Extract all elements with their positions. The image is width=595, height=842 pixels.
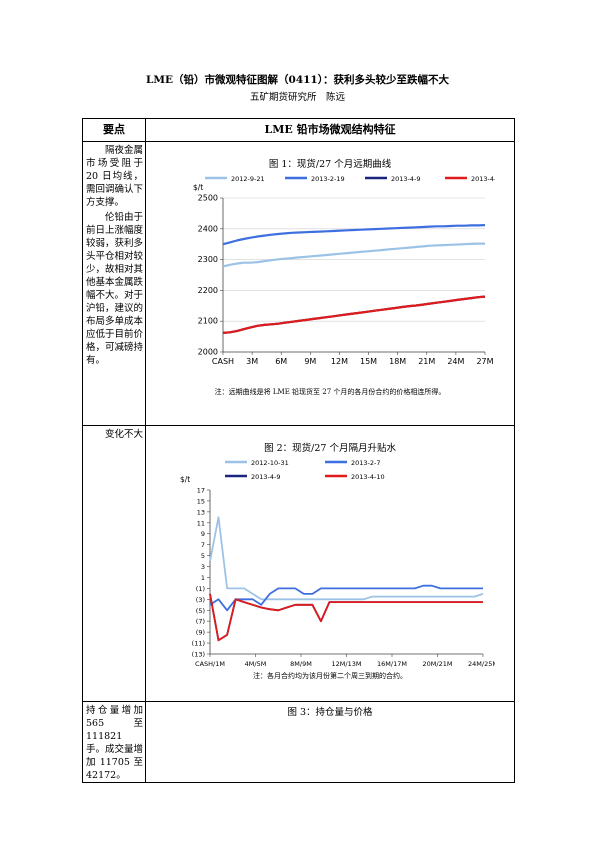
x-tick-label: CASH/1M	[195, 660, 225, 668]
y-tick-label: 3	[201, 563, 205, 571]
legend-label: 2013-4-10	[351, 473, 385, 481]
y-axis-unit: $/t	[180, 475, 190, 484]
x-tick-label: 15M	[360, 357, 377, 366]
spread-chart: 2012-10-31 2013-2-7 2013-4-9 2013-4-10 $/t (1…	[180, 459, 495, 668]
y-tick-label: 5	[201, 552, 205, 560]
legend-label: 2013-4-9	[391, 175, 421, 183]
row1-para-1: 隔夜金属市场受阻于 20 日均线，需回调确认下方支撑。	[86, 145, 144, 208]
series-line	[222, 242, 486, 268]
legend-label: 2013-4-9	[251, 473, 281, 481]
x-tick-label: 3M	[246, 357, 258, 366]
y-tick-label: 2000	[198, 348, 218, 357]
y-tick-label: (5)	[196, 607, 205, 615]
series-line	[222, 224, 486, 246]
x-tick-label: 9M	[304, 357, 316, 366]
legend-label: 2013-2-19	[311, 175, 345, 183]
y-tick-label: 11	[197, 519, 205, 527]
x-tick-label: 12M/13M	[332, 660, 362, 668]
series-line	[209, 593, 484, 642]
y-axis-unit: $/t	[193, 183, 203, 192]
y-tick-label: 15	[197, 497, 205, 505]
y-tick-label: (13)	[192, 651, 205, 659]
x-tick-label: 16M/17M	[377, 660, 407, 668]
legend-label: 2012-10-31	[251, 459, 289, 467]
figure1-title: 图 1：现货/27 个月远期曲线	[268, 159, 392, 170]
x-tick-label: 4M/5M	[245, 660, 267, 668]
x-tick-label: 27M	[476, 357, 493, 366]
y-tick-label: 2300	[198, 255, 218, 264]
row1-para-2: 伦铅由于前日上涨幅度较弱，获利多头平仓相对较少，故相对其他基本金属跌幅不大。对于…	[86, 212, 144, 366]
row2-para-1: 变化不大	[105, 429, 144, 440]
y-tick-label: 13	[197, 508, 205, 516]
y-tick-label: (9)	[196, 629, 205, 637]
table-row: 变化不大 图 2：现货/27 个月隔月升贴水 2012-10-31 2013-2-…	[81, 425, 515, 702]
y-tick-label: 1	[201, 574, 205, 582]
legend-label: 2013-4-10	[471, 175, 495, 183]
report-title: LME（铅）市微观特征图解（0411）：获利多头较少至跌幅不大	[146, 74, 449, 86]
x-tick-label: 8M/9M	[290, 660, 312, 668]
series-line	[209, 516, 484, 601]
col-header-key-points: 要点	[81, 118, 147, 142]
col-header-features: LME 铅市场微观结构特征	[145, 118, 515, 142]
y-tick-label: 7	[201, 541, 205, 549]
x-tick-label: CASH	[212, 357, 234, 366]
y-tick-label: 17	[197, 487, 205, 495]
table-row: 持仓量增加 565 至 111821 手。成交量增加 11705 至 42172…	[81, 701, 515, 783]
table-row: 隔夜金属市场受阻于 20 日均线，需回调确认下方支撑。 伦铅由于前日上涨幅度较弱…	[81, 141, 515, 426]
figure3-title: 图 3：持仓量与价格	[287, 707, 373, 718]
row1-figure-cell: 图 1：现货/27 个月远期曲线 2012-9-21 2013-2-19 2013-…	[145, 141, 515, 426]
structure-table: 要点 LME 铅市场微观结构特征 隔夜金属市场受阻于 20 日均线，需回调确认下…	[81, 118, 515, 783]
row3-figure-cell: 图 3：持仓量与价格	[145, 701, 515, 783]
forward-curve-chart: 2012-9-21 2013-2-19 2013-4-9 2013-4-10 $/t 20…	[193, 175, 495, 366]
figure2-note: 注：各月合约均为该月份第二个周三到期的合约。	[253, 672, 408, 680]
row3-para-1: 持仓量增加 565 至 111821 手。成交量增加 11705 至 42172…	[86, 705, 144, 781]
row3-key-points: 持仓量增加 565 至 111821 手。成交量增加 11705 至 42172…	[81, 701, 147, 783]
x-tick-label: 6M	[275, 357, 287, 366]
y-tick-label: 2100	[198, 317, 218, 326]
series-line	[209, 593, 484, 642]
series-line	[209, 584, 484, 612]
report-author: 五矿期货研究所 陈远	[249, 92, 345, 103]
y-tick-label: (3)	[196, 596, 205, 604]
legend-label: 2013-2-7	[351, 459, 381, 467]
table-header-row: 要点 LME 铅市场微观结构特征	[81, 118, 515, 142]
row1-key-points: 隔夜金属市场受阻于 20 日均线，需回调确认下方支撑。 伦铅由于前日上涨幅度较弱…	[81, 141, 147, 426]
y-tick-label: (7)	[196, 618, 205, 626]
x-tick-label: 18M	[389, 357, 406, 366]
series-line	[222, 295, 486, 334]
y-tick-label: 2500	[198, 194, 218, 203]
y-tick-label: 9	[201, 530, 205, 538]
y-tick-label: (11)	[192, 640, 205, 648]
x-tick-label: 20M/21M	[423, 660, 453, 668]
legend-label: 2012-9-21	[231, 175, 265, 183]
y-tick-label: 2200	[198, 286, 218, 295]
x-tick-label: 12M	[331, 357, 348, 366]
y-tick-label: 2400	[198, 224, 218, 233]
x-tick-label: 24M	[447, 357, 464, 366]
figure1-note: 注：远期曲线是将 LME 铅现货至 27 个月的各月份合约的价格相连所得。	[214, 388, 446, 396]
figure2-title: 图 2：现货/27 个月隔月升贴水	[264, 443, 396, 454]
y-tick-label: (1)	[196, 585, 205, 593]
x-tick-label: 21M	[418, 357, 435, 366]
row2-key-points: 变化不大	[81, 425, 147, 702]
row2-figure-cell: 图 2：现货/27 个月隔月升贴水 2012-10-31 2013-2-7 2013…	[145, 425, 515, 702]
x-tick-label: 24M/25M	[468, 660, 495, 668]
